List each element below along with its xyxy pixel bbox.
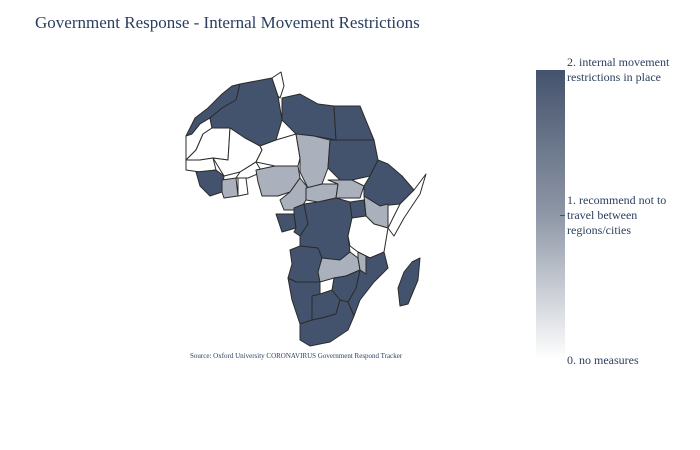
region-gabon[interactable] — [275, 213, 297, 233]
region-uganda[interactable] — [349, 199, 367, 219]
region-burkina-faso[interactable] — [235, 161, 263, 179]
region-ghana[interactable] — [237, 177, 249, 197]
map-title: Government Response - Internal Movement … — [35, 13, 420, 32]
region-guinea[interactable] — [195, 169, 225, 197]
colorbar-label-high: 2. internal movement restrictions in pla… — [567, 55, 670, 84]
region-ivory-coast[interactable] — [221, 177, 239, 199]
colorbar-label-low: 0. no measures — [567, 353, 639, 367]
region-zimbabwe[interactable] — [331, 269, 361, 303]
colorbar-label-mid: 1. recommend not to travel between regio… — [567, 193, 667, 237]
region-south-africa[interactable] — [299, 299, 355, 347]
region-south-sudan[interactable] — [327, 179, 365, 199]
region-libya[interactable] — [281, 93, 337, 141]
region-egypt[interactable] — [333, 105, 375, 141]
region-tunisia[interactable] — [271, 71, 285, 99]
colorbar — [536, 70, 565, 359]
region-somalia[interactable] — [387, 173, 427, 237]
region-madagascar[interactable] — [397, 257, 421, 307]
region-sudan[interactable] — [327, 139, 379, 181]
africa-map[interactable] — [170, 62, 440, 352]
source-note: Source: Oxford University CORONAVIRUS Go… — [190, 352, 403, 360]
colorbar-mid-tick — [560, 215, 565, 216]
region-angola[interactable] — [287, 245, 323, 283]
region-senegal[interactable] — [185, 157, 217, 173]
